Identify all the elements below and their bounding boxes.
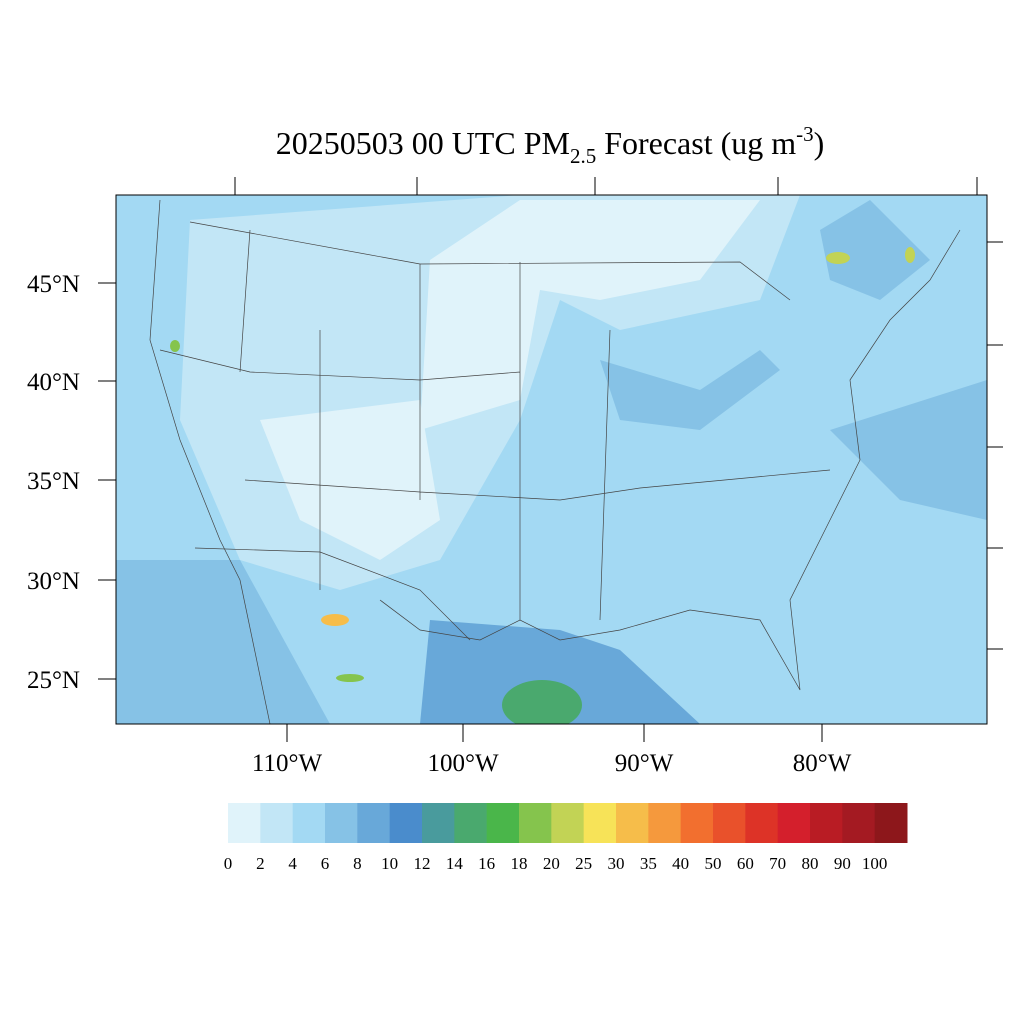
- latitude-label: 40°N: [27, 369, 80, 396]
- field-hotspot: [502, 680, 582, 724]
- colorbar-label: 80: [802, 854, 819, 873]
- colorbar-label: 60: [737, 854, 754, 873]
- colorbar-box: [583, 803, 617, 843]
- colorbar-label: 40: [672, 854, 689, 873]
- colorbar-box: [228, 803, 261, 843]
- colorbar-box: [519, 803, 552, 843]
- colorbar-box: [713, 803, 746, 843]
- colorbar-label: 6: [321, 854, 330, 873]
- colorbar-label: 4: [288, 854, 297, 873]
- colorbar-label: 90: [834, 854, 851, 873]
- colorbar-box: [842, 803, 876, 843]
- longitude-label: 80°W: [793, 750, 852, 777]
- colorbar-label: 50: [705, 854, 722, 873]
- colorbar-label: 2: [256, 854, 265, 873]
- colorbar-box: [616, 803, 649, 843]
- latitude-label: 45°N: [27, 271, 80, 298]
- latitude-label: 35°N: [27, 468, 80, 495]
- latitude-label: 30°N: [27, 568, 80, 595]
- map-frame: [115, 194, 988, 725]
- longitude-label: 110°W: [252, 750, 323, 777]
- field-hotspot: [170, 340, 180, 352]
- colorbar-label: 10: [381, 854, 398, 873]
- field-mid: [820, 200, 930, 300]
- state-boundaries: [159, 221, 831, 641]
- axis-labels: 45°N 40°N 35°N 30°N 25°N 110°W 100°W 90°W 80°W: [27, 271, 852, 777]
- colorbar-box: [745, 803, 779, 843]
- field-hotspot: [321, 614, 349, 626]
- colorbar-box: [874, 803, 908, 843]
- title-end: ): [814, 125, 825, 161]
- colorbar-box: [648, 803, 682, 843]
- tick-marks: [98, 177, 1003, 742]
- longitude-label: 90°W: [615, 750, 674, 777]
- colorbar-label: 14: [446, 854, 464, 873]
- title-superscript: -3: [796, 122, 814, 146]
- colorbar: 0 2 4 6 8 10 12 14 16 18 20 25 30 35 40 50 60 70 80 90 100: [224, 803, 908, 873]
- colorbar-box: [292, 803, 326, 843]
- colorbar-label: 20: [543, 854, 560, 873]
- colorbar-box: [486, 803, 520, 843]
- colorbar-box: [777, 803, 811, 843]
- colorbar-box: [325, 803, 358, 843]
- colorbar-box: [454, 803, 488, 843]
- field-lightest: [420, 200, 760, 430]
- field-hotspot: [336, 674, 364, 682]
- colorbar-label: 35: [640, 854, 657, 873]
- colorbar-label: 12: [414, 854, 431, 873]
- colorbar-label: 70: [769, 854, 786, 873]
- colorbar-box: [357, 803, 391, 843]
- coastline: [149, 199, 961, 724]
- field-hotspot: [826, 252, 850, 264]
- colorbar-label: 8: [353, 854, 362, 873]
- title: 20250503 00 UTC PM2.5 Forecast (ug m-3): [276, 122, 825, 168]
- latitude-label: 25°N: [27, 667, 80, 694]
- title-main: 20250503 00 UTC PM: [276, 125, 570, 161]
- colorbar-label: 0: [224, 854, 233, 873]
- longitude-label: 100°W: [427, 750, 498, 777]
- colorbar-box: [260, 803, 294, 843]
- colorbar-label: 16: [478, 854, 495, 873]
- colorbar-box: [680, 803, 714, 843]
- colorbar-box: [810, 803, 843, 843]
- colorbar-label: 25: [575, 854, 592, 873]
- colorbar-label: 30: [608, 854, 625, 873]
- field-mid: [600, 350, 780, 430]
- map-field: [116, 195, 987, 724]
- title-subscript: 2.5: [570, 144, 596, 168]
- colorbar-box: [422, 803, 455, 843]
- field-hotspot: [905, 247, 915, 263]
- field-mid: [116, 560, 330, 724]
- colorbar-box: [389, 803, 423, 843]
- field-dark: [420, 620, 700, 724]
- field-mid: [830, 380, 987, 520]
- field-lightest: [260, 400, 440, 560]
- title-middle: Forecast (ug m: [596, 125, 796, 161]
- colorbar-label: 100: [862, 854, 888, 873]
- colorbar-box: [551, 803, 585, 843]
- colorbar-label: 18: [511, 854, 528, 873]
